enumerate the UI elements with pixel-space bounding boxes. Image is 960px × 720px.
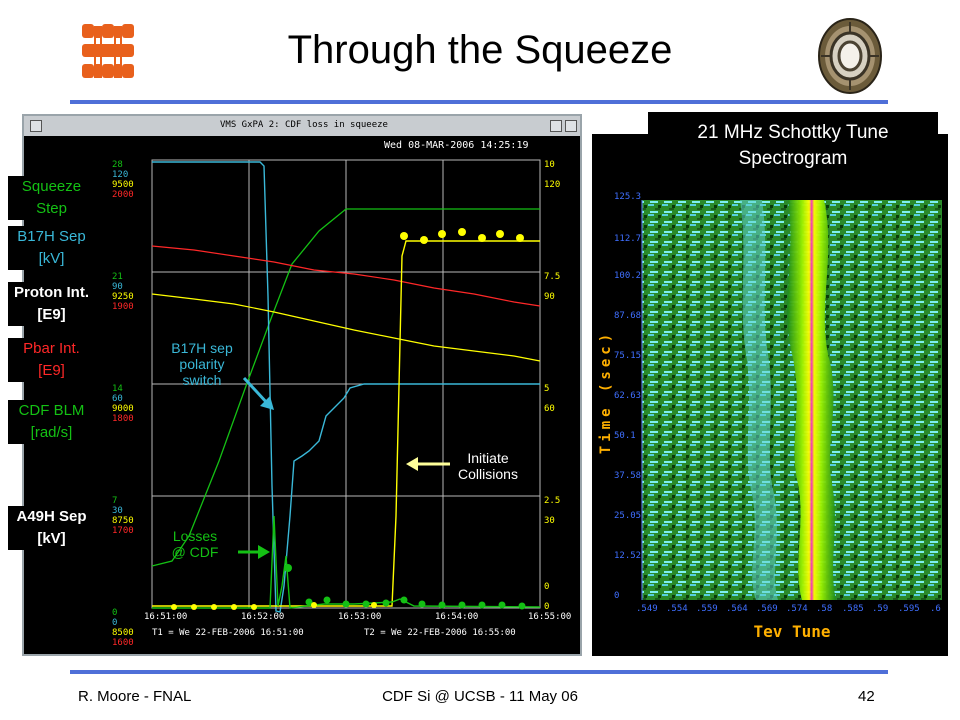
scope-date: Wed 08-MAR-2006 14:25:19 — [384, 140, 529, 151]
scope-window-title: VMS GxPA 2: CDF loss in squeeze — [220, 120, 388, 130]
spectro-y-tick: 87.68 — [614, 311, 642, 321]
left-tick-group: 28 120 9500 2000 — [112, 160, 134, 200]
a49h-sep-trace — [152, 240, 540, 607]
header-divider — [70, 100, 888, 104]
footer-author: R. Moore - FNAL — [78, 688, 192, 705]
spectro-x-tick: .58 — [816, 604, 833, 614]
collisions-annotation: Initiate Collisions — [458, 450, 518, 482]
spectro-y-tick: 37.58 — [614, 471, 642, 481]
spectro-x-tick: .585 — [842, 604, 864, 614]
cdf-detector-logo — [816, 16, 884, 96]
spectrogram-title: 21 MHz Schottky Tune Spectrogram — [648, 112, 938, 178]
footer-event: CDF Si @ UCSB - 11 May 06 — [382, 688, 578, 705]
cdf-blm-markers — [284, 564, 526, 610]
squeeze-step-trace — [151, 208, 540, 567]
right-tick-group: 2.5 30 — [544, 496, 561, 526]
left-tick-group: 14 60 9000 1800 — [112, 384, 134, 424]
losses-arrow-icon — [238, 545, 270, 559]
yellow-markers — [171, 228, 524, 610]
schottky-spectrogram: 125.3 112.7 100.2 87.68 75.15 62.63 50.1… — [592, 134, 948, 656]
footer-divider — [70, 670, 888, 674]
spectro-x-tick: .569 — [756, 604, 778, 614]
scope-plot-window: VMS GxPA 2: CDF loss in squeeze Wed 08-M… — [22, 114, 582, 656]
left-tick-group: 21 90 9250 1900 — [112, 272, 134, 312]
time-tick: 16:51:00 — [144, 612, 188, 622]
spectro-y-tick: 112.7 — [614, 234, 642, 244]
spectro-y-label: Time (sec) — [598, 329, 614, 455]
right-tick-group: 7.5 90 — [544, 272, 561, 302]
minimize-button[interactable] — [550, 120, 562, 132]
spectro-x-tick: .549 — [636, 604, 658, 614]
label-b17h-sep: B17H Sep [kV] — [8, 226, 95, 270]
left-tick-group: 0 0 8500 1600 — [112, 608, 134, 648]
time-range-t2: T2 = We 22-FEB-2006 16:55:00 — [364, 628, 516, 638]
label-proton-int: Proton Int. [E9] — [8, 282, 95, 326]
spectro-x-tick: .59 — [872, 604, 889, 614]
spectro-x-tick: .564 — [726, 604, 748, 614]
fermilab-logo — [78, 20, 138, 82]
spectro-y-tick: 25.05 — [614, 511, 642, 521]
spectrogram-canvas — [592, 134, 948, 600]
spectro-y-tick: 0 — [614, 591, 620, 601]
spectro-y-tick: 12.52 — [614, 551, 642, 561]
pbar-intensity-trace — [151, 245, 541, 307]
left-tick-group: 7 30 8750 1700 — [112, 496, 134, 536]
scope-titlebar: VMS GxPA 2: CDF loss in squeeze — [24, 116, 580, 136]
window-menu-button[interactable] — [30, 120, 42, 132]
spectro-x-tick: .554 — [666, 604, 688, 614]
b17h-sep-trace — [152, 161, 540, 613]
time-tick: 16:55:00 — [528, 612, 572, 622]
spectro-y-tick: 50.1 — [614, 431, 636, 441]
polarity-arrow-icon — [242, 376, 274, 410]
cdf-blm-trace — [152, 515, 541, 609]
losses-annotation: Losses @ CDF — [171, 528, 219, 560]
spectro-y-tick: 75.15 — [614, 351, 642, 361]
spectro-y-tick: 125.3 — [614, 192, 642, 202]
spectro-y-tick: 100.2 — [614, 271, 642, 281]
spectro-x-tick: .6 — [930, 604, 941, 614]
time-tick: 16:53:00 — [338, 612, 382, 622]
slide-title: Through the Squeeze — [287, 28, 673, 72]
right-tick-group: 5 60 — [544, 384, 555, 414]
time-tick: 16:54:00 — [435, 612, 479, 622]
spectro-x-tick: .574 — [786, 604, 808, 614]
spectro-x-label: Tev Tune — [753, 622, 831, 641]
spectro-y-tick: 62.63 — [614, 391, 642, 401]
collisions-arrow-icon — [406, 457, 450, 471]
proton-intensity-trace — [151, 293, 541, 362]
footer-page-number: 42 — [858, 688, 875, 705]
label-squeeze-step: Squeeze Step — [8, 176, 95, 220]
spectro-x-tick: .595 — [898, 604, 920, 614]
time-range-t1: T1 = We 22-FEB-2006 16:51:00 — [152, 628, 304, 638]
right-tick-group: 10 120 — [544, 160, 561, 190]
label-a49h-sep: A49H Sep [kV] — [8, 506, 95, 550]
label-cdf-blm: CDF BLM [rad/s] — [8, 400, 95, 444]
spectro-x-tick: .559 — [696, 604, 718, 614]
scope-trace-plot — [151, 159, 541, 613]
label-pbar-int: Pbar Int. [E9] — [8, 338, 95, 382]
maximize-button[interactable] — [565, 120, 577, 132]
polarity-annotation: B17H sep polarity switch — [171, 340, 233, 388]
time-tick: 16:52:00 — [241, 612, 285, 622]
